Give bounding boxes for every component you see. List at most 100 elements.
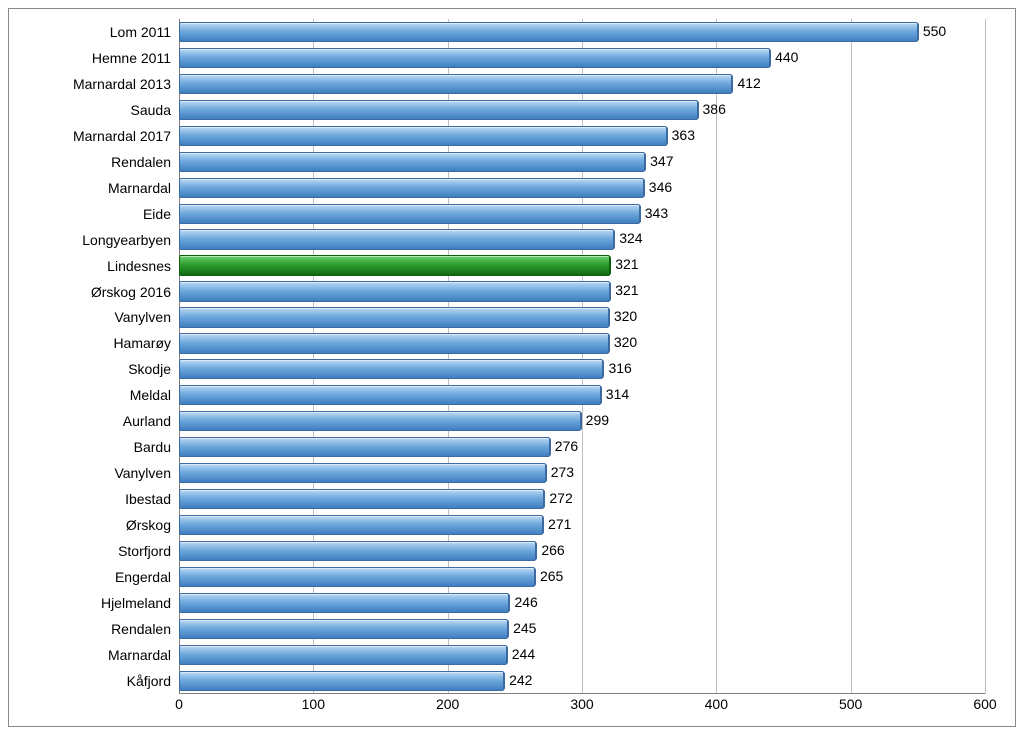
bar: 299 [179,411,581,431]
value-label: 412 [731,75,760,91]
bar-wrap: 242 [179,668,985,694]
bar-wrap: 245 [179,616,985,642]
bar-wrap: 386 [179,97,985,123]
category-label: Engerdal [115,569,179,585]
bar: 244 [179,645,507,665]
category-label: Hamarøy [113,335,179,351]
value-label: 273 [545,464,574,480]
category-label: Lindesnes [107,258,179,274]
category-label: Ørskog [126,517,179,533]
bar: 412 [179,74,732,94]
bar-wrap: 412 [179,71,985,97]
category-label: Ibestad [125,491,179,507]
bar-wrap: 321 [179,253,985,279]
bar-row: Marnardal 2017363 [179,123,985,149]
bar: 324 [179,229,614,249]
x-tick-area: 0100200300400500600 [179,694,985,716]
category-label: Kåfjord [127,673,179,689]
bar-row: Rendalen245 [179,616,985,642]
category-label: Sauda [131,102,179,118]
bar-wrap: 265 [179,564,985,590]
bar-wrap: 343 [179,201,985,227]
category-label: Eide [143,206,179,222]
bar: 276 [179,437,550,457]
bar: 440 [179,48,770,68]
chart-frame: 0100200300400500600 Lom 2011550Hemne 201… [8,8,1016,727]
x-tick-label: 400 [705,696,728,712]
value-label: 299 [580,412,609,428]
bar-row: Marnardal244 [179,642,985,668]
category-label: Meldal [130,387,179,403]
bar-wrap: 246 [179,590,985,616]
value-label: 343 [639,205,668,221]
bar: 320 [179,307,609,327]
bar-row: Kåfjord242 [179,668,985,694]
bar-wrap: 271 [179,512,985,538]
bar-wrap: 347 [179,149,985,175]
x-axis: 0100200300400500600 [179,694,985,716]
bar-row: Skodje316 [179,356,985,382]
category-label: Bardu [134,439,179,455]
bar-row: Lom 2011550 [179,19,985,45]
bar: 246 [179,593,509,613]
category-label: Aurland [123,413,179,429]
bar-row: Vanylven320 [179,304,985,330]
bar-wrap: 299 [179,408,985,434]
category-label: Skodje [128,361,179,377]
category-label: Hemne 2011 [92,50,179,66]
bar-wrap: 266 [179,538,985,564]
category-label: Ørskog 2016 [91,284,179,300]
bar: 271 [179,515,543,535]
category-label: Vanylven [114,309,179,325]
bar-row: Storfjord266 [179,538,985,564]
value-label: 321 [609,256,638,272]
category-label: Storfjord [118,543,179,559]
value-label: 244 [506,646,535,662]
bar: 265 [179,567,535,587]
value-label: 346 [643,179,672,195]
x-tick-label: 100 [302,696,325,712]
x-tick-label: 300 [570,696,593,712]
bar-wrap: 320 [179,304,985,330]
value-label: 272 [543,490,572,506]
bar-row: Longyearbyen324 [179,227,985,253]
bar-wrap: 363 [179,123,985,149]
bar-row: Eide343 [179,201,985,227]
bar-wrap: 314 [179,382,985,408]
bar: 363 [179,126,667,146]
bar-wrap: 276 [179,434,985,460]
bar: 273 [179,463,546,483]
x-tick-label: 200 [436,696,459,712]
bar-row: Ibestad272 [179,486,985,512]
value-label: 314 [600,386,629,402]
category-label: Marnardal [108,180,179,196]
bar-wrap: 272 [179,486,985,512]
bar-row: Vanylven273 [179,460,985,486]
bar-highlight: 321 [179,255,610,275]
bar-wrap: 321 [179,279,985,305]
value-label: 265 [534,568,563,584]
bar-wrap: 440 [179,45,985,71]
bar-wrap: 244 [179,642,985,668]
bar-wrap: 320 [179,330,985,356]
bar: 316 [179,359,603,379]
bar-wrap: 346 [179,175,985,201]
bar-row: Bardu276 [179,434,985,460]
bar: 550 [179,22,918,42]
category-label: Marnardal 2017 [73,128,179,144]
value-label: 246 [508,594,537,610]
x-tick-label: 0 [175,696,183,712]
value-label: 276 [549,438,578,454]
category-label: Longyearbyen [82,232,179,248]
bar-row: Rendalen347 [179,149,985,175]
bar: 272 [179,489,544,509]
bar-row: Ørskog271 [179,512,985,538]
value-label: 271 [542,516,571,532]
bar-row: Meldal314 [179,382,985,408]
bar: 242 [179,671,504,691]
bar-row: Ørskog 2016321 [179,279,985,305]
value-label: 242 [503,672,532,688]
bar-row: Hamarøy320 [179,330,985,356]
bar-row: Sauda386 [179,97,985,123]
bar: 245 [179,619,508,639]
